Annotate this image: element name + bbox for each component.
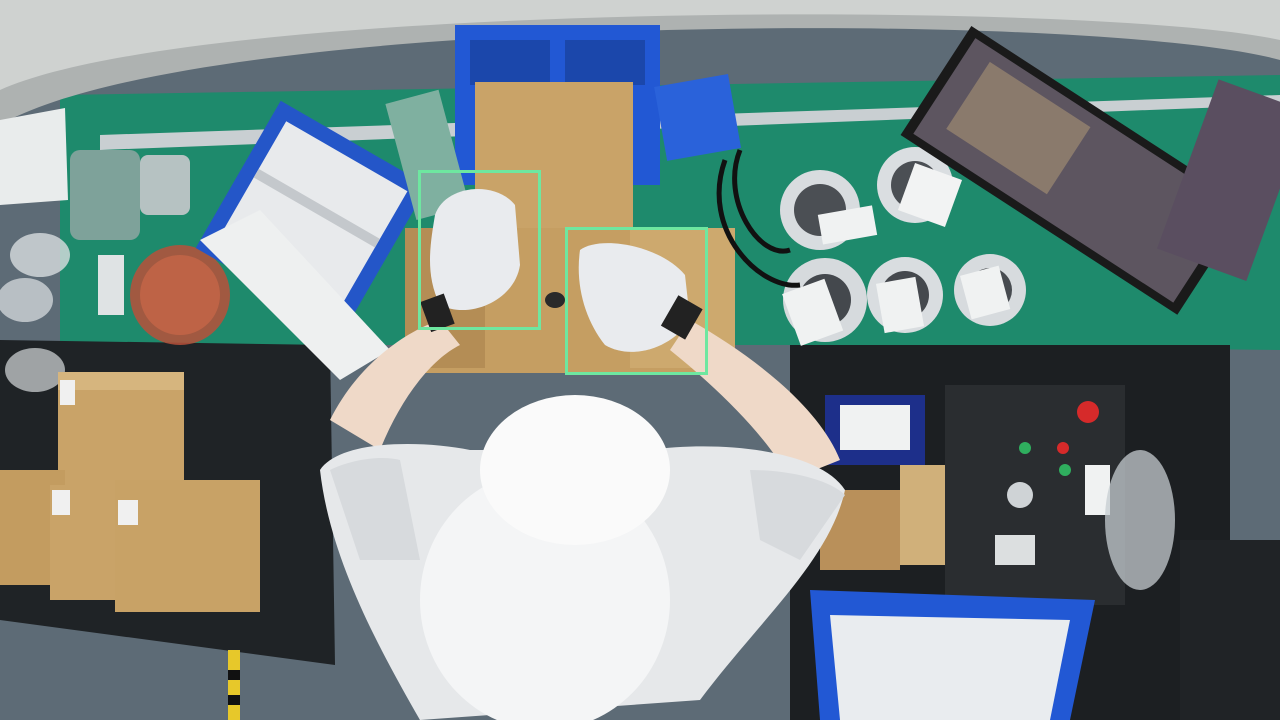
pressure-gauge bbox=[1007, 482, 1033, 508]
small-blue-tray bbox=[654, 73, 742, 161]
hand-detection-box bbox=[565, 227, 708, 375]
second-monitor bbox=[1157, 79, 1280, 281]
hand-detection-box bbox=[418, 170, 541, 330]
timer-display bbox=[995, 535, 1035, 565]
bagged-parts bbox=[140, 155, 190, 215]
bagged-parts bbox=[70, 150, 140, 240]
clear-domes-bag bbox=[1105, 450, 1175, 590]
green-fixture bbox=[385, 89, 470, 220]
label-strip bbox=[98, 255, 124, 315]
camera-housing-highlight bbox=[0, 0, 1280, 90]
emergency-stop-button bbox=[1077, 401, 1099, 423]
camera-domes bbox=[780, 147, 1026, 346]
box-hole bbox=[545, 292, 565, 308]
camera-cables bbox=[716, 149, 801, 288]
paper-sheet bbox=[0, 108, 68, 205]
plastic-cups bbox=[0, 233, 70, 392]
worker bbox=[320, 188, 845, 720]
floor-tape bbox=[228, 650, 240, 720]
floor-cabinet bbox=[1180, 540, 1280, 720]
stacked-boxes bbox=[0, 372, 260, 612]
label-roll bbox=[200, 210, 390, 380]
